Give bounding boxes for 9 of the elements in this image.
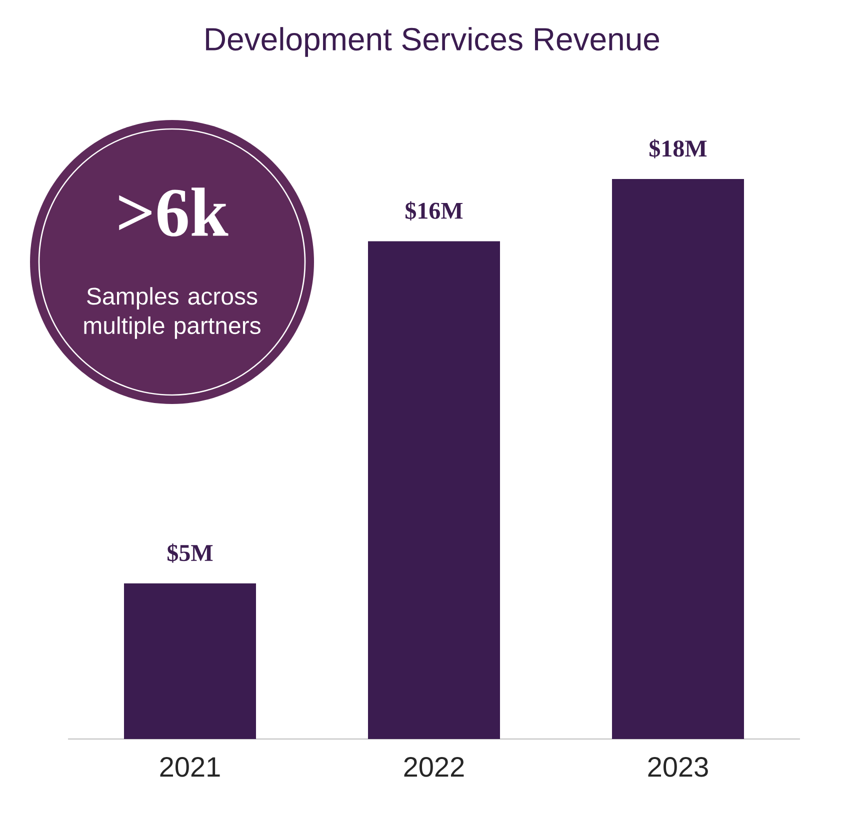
x-tick-label: 2022: [404, 757, 464, 777]
x-tick-label: 2021: [160, 757, 220, 777]
data-label: $5M: [168, 544, 213, 563]
chart-title: Development Services Revenue: [206, 27, 660, 57]
data-label: $16M: [406, 201, 463, 220]
annotation: Samples across multiple partners: [84, 287, 260, 339]
x-tick-label: 2023: [648, 757, 708, 777]
data-label: $18M: [650, 139, 707, 158]
annotation: >6k: [119, 188, 228, 236]
